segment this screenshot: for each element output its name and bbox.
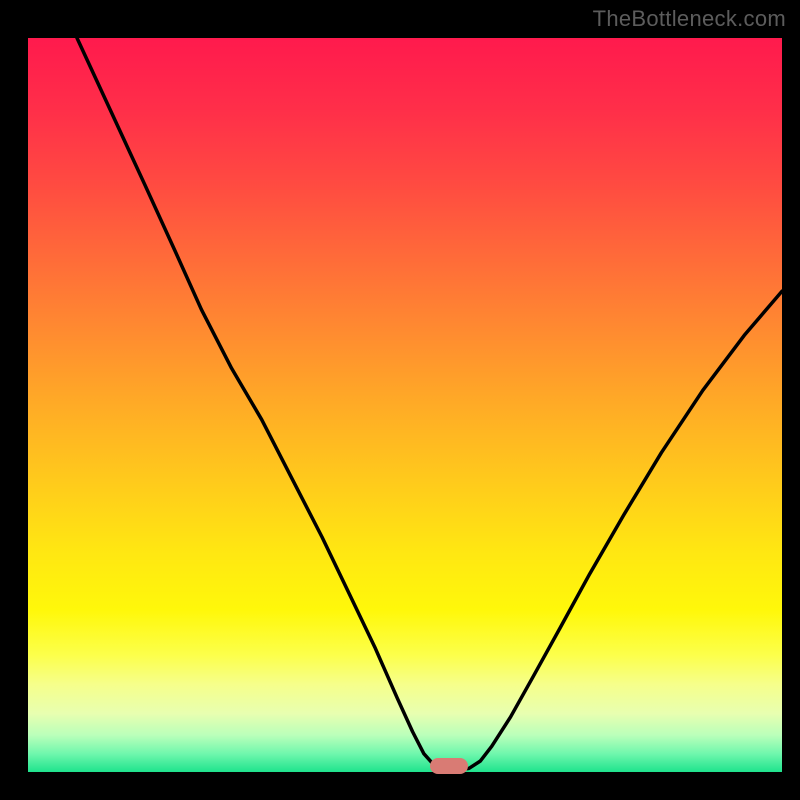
watermark-text: TheBottleneck.com (593, 6, 786, 32)
bottleneck-curve (28, 38, 782, 772)
optimal-marker (430, 758, 468, 774)
chart-area (28, 38, 782, 772)
